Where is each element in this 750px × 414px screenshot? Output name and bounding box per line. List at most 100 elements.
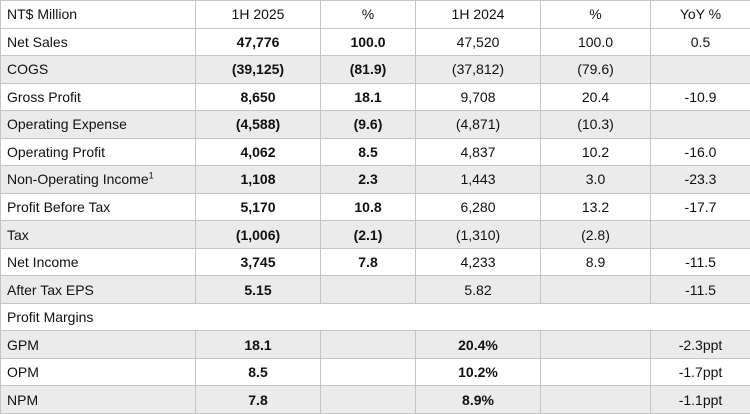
cell-text: (4,588) [235, 116, 281, 133]
header-cell: % [541, 1, 651, 29]
value-cell: 5.82 [416, 276, 541, 304]
cell-text: 5.82 [464, 281, 492, 298]
row-label: COGS [1, 56, 196, 84]
value-cell: 5,170 [196, 193, 321, 222]
value-cell: 4,062 [196, 138, 321, 167]
header-cell: 1H 2024 [416, 1, 541, 29]
value-cell: 5.15 [196, 276, 321, 304]
cell-text: -11.5 [685, 254, 716, 271]
cell-text: (81.9) [349, 61, 387, 78]
value-cell [321, 276, 416, 304]
cell-text: (2.1) [353, 226, 383, 243]
cell-text: 20.4% [458, 336, 498, 353]
value-cell: (4,871) [416, 111, 541, 139]
value-cell: -1.1ppt [651, 386, 750, 414]
value-cell: (1,006) [196, 221, 321, 249]
cell-text: (2.8) [581, 226, 610, 243]
cell-text: 47,520 [456, 33, 500, 50]
cell-text: -23.3 [684, 171, 717, 188]
row-label: Non-Operating Income1 [1, 166, 196, 194]
cell-text: (37,812) [451, 61, 505, 78]
row-label: Net Sales [1, 28, 196, 57]
value-cell [321, 358, 416, 387]
cell-text: 8,650 [240, 88, 276, 105]
cell-text: (4,871) [455, 116, 501, 133]
value-cell: (4,588) [196, 111, 321, 139]
row-label: Gross Profit [1, 83, 196, 112]
row-label: Operating Profit [1, 138, 196, 167]
value-cell: 4,837 [416, 138, 541, 167]
value-cell: -23.3 [651, 166, 750, 194]
value-cell: (81.9) [321, 56, 416, 84]
cell-text: 1H 2025 [231, 6, 285, 23]
value-cell: 9,708 [416, 83, 541, 112]
value-cell: 10.2% [416, 358, 541, 387]
cell-text: -17.7 [684, 198, 717, 215]
value-cell: 2.3 [321, 166, 416, 194]
value-cell: 13.2 [541, 193, 651, 222]
cell-text: 4,837 [460, 143, 496, 160]
cell-text: Profit Before Tax [7, 198, 111, 215]
row-label: Operating Expense [1, 111, 196, 139]
value-cell: (2.1) [321, 221, 416, 249]
value-cell: 3.0 [541, 166, 651, 194]
value-cell: (79.6) [541, 56, 651, 84]
row-label: Tax [1, 221, 196, 249]
value-cell: 1,443 [416, 166, 541, 194]
value-cell: 4,233 [416, 248, 541, 277]
cell-text: 18.1 [354, 88, 382, 105]
value-cell: 20.4 [541, 83, 651, 112]
cell-text: 47,776 [236, 33, 280, 50]
cell-text: 10.2% [458, 364, 498, 381]
value-cell: (10.3) [541, 111, 651, 139]
header-cell: % [321, 1, 416, 29]
value-cell [541, 331, 651, 359]
value-cell: (9.6) [321, 111, 416, 139]
value-cell: 8.5 [321, 138, 416, 167]
cell-text: (79.6) [577, 61, 614, 78]
header-cell: YoY % [651, 1, 750, 29]
value-cell: 8.9 [541, 248, 651, 277]
cell-text: Tax [7, 226, 29, 243]
cell-text: Net Income [7, 254, 79, 271]
value-cell: (1,310) [416, 221, 541, 249]
section-header: Profit Margins [1, 304, 750, 332]
value-cell: -2.3ppt [651, 331, 750, 359]
value-cell: 8,650 [196, 83, 321, 112]
value-cell [321, 331, 416, 359]
value-cell: (39,125) [196, 56, 321, 84]
cell-text: Non-Operating Income1 [7, 170, 154, 188]
value-cell: 1,108 [196, 166, 321, 194]
value-cell [541, 276, 651, 304]
value-cell: 0.5 [651, 29, 750, 57]
row-label: OPM [1, 358, 196, 387]
value-cell [321, 386, 416, 414]
cell-text: % [589, 6, 602, 23]
value-cell [651, 221, 750, 249]
cell-text: 8.9 [585, 254, 606, 271]
cell-text: Net Sales [7, 33, 68, 50]
cell-text: 4,233 [460, 254, 496, 271]
cell-text: 10.8 [354, 198, 382, 215]
value-cell: -1.7ppt [651, 359, 750, 387]
value-cell: 20.4% [416, 331, 541, 359]
cell-text: 20.4 [581, 88, 610, 105]
cell-text: 100.0 [577, 33, 614, 50]
row-label: Net Income [1, 248, 196, 277]
cell-text: Operating Expense [7, 116, 127, 133]
cell-text: 9,708 [460, 88, 496, 105]
value-cell [541, 358, 651, 387]
cell-text: 8.5 [358, 143, 378, 160]
cell-text: 5,170 [240, 198, 276, 215]
cell-text: After Tax EPS [7, 281, 94, 298]
cell-text: 7.8 [248, 391, 268, 408]
cell-text: -2.3ppt [678, 336, 723, 353]
value-cell: 8.9% [416, 386, 541, 414]
cell-text: 8.9% [462, 391, 494, 408]
cell-text: % [361, 6, 375, 23]
footnote-mark: 1 [148, 170, 154, 181]
value-cell: 100.0 [541, 28, 651, 57]
cell-text: -1.7ppt [678, 364, 723, 381]
value-cell [651, 56, 750, 84]
